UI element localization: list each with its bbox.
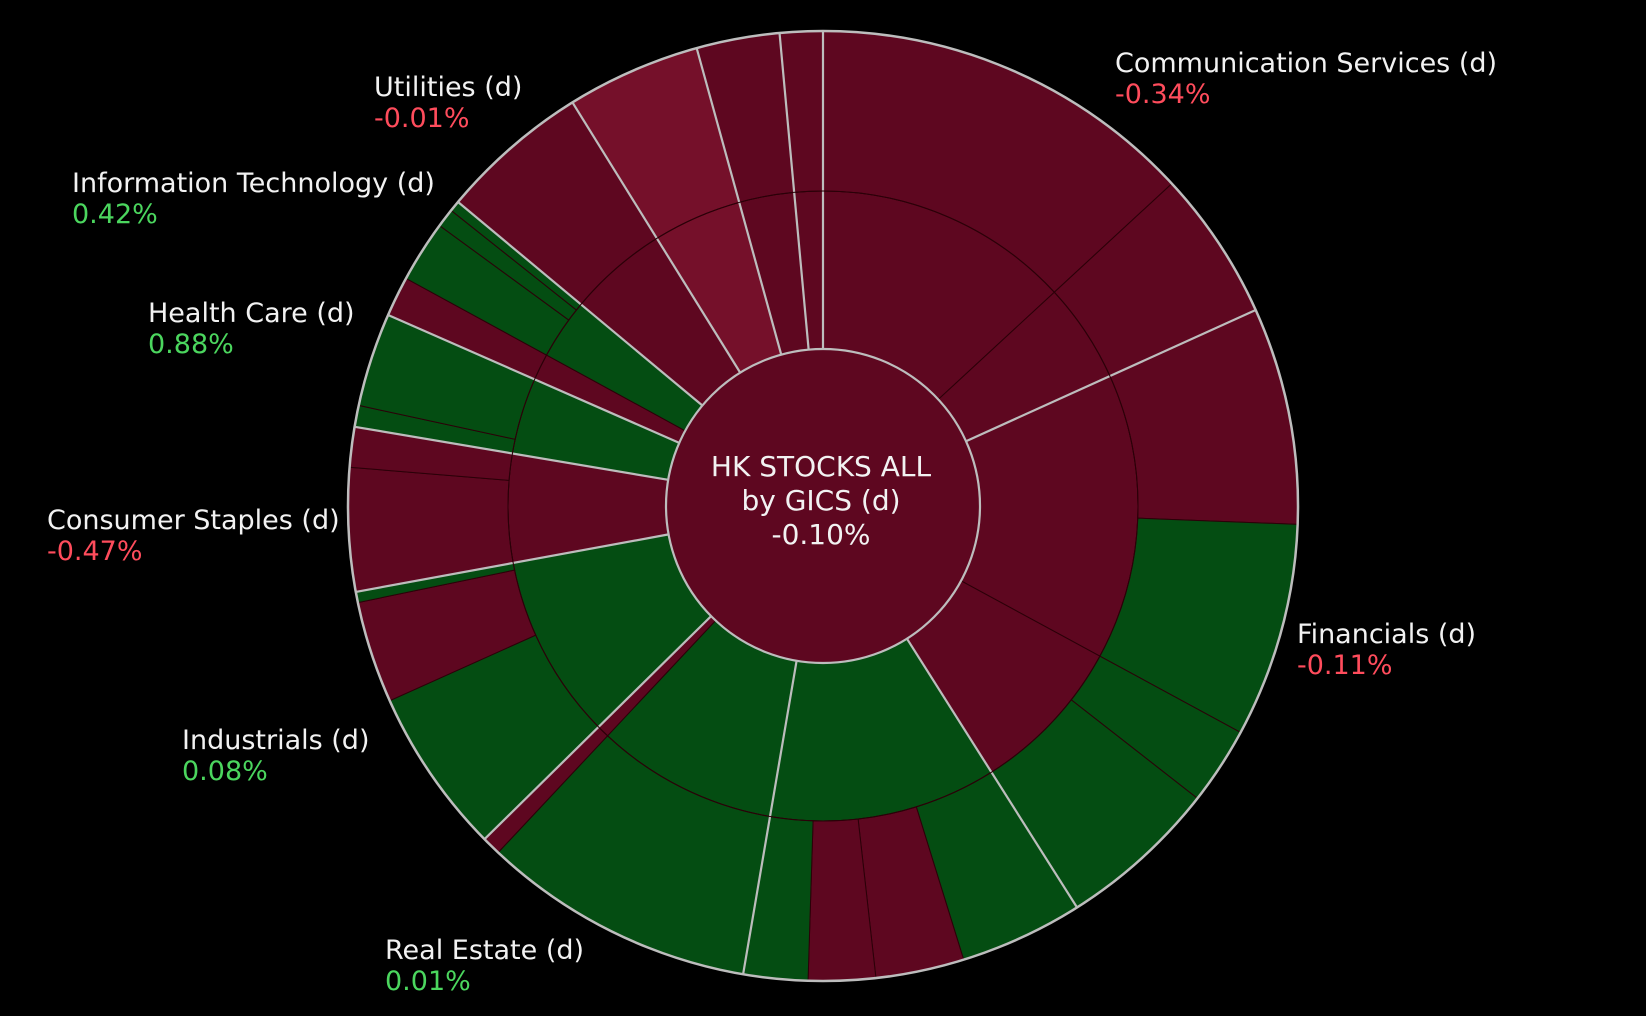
sector-divider — [354, 425, 669, 481]
outer-ring-outline — [346, 29, 1300, 983]
label-name: Health Care (d) — [148, 298, 355, 329]
label-change: -0.11% — [1297, 650, 1393, 681]
label-communication-services: Communication Services (d) -0.34% — [1115, 48, 1497, 110]
label-change: 0.08% — [182, 756, 268, 787]
center-disc — [664, 347, 982, 665]
label-name: Information Technology (d) — [72, 168, 435, 199]
label-health-care: Health Care (d) 0.88% — [148, 298, 355, 360]
label-name: Communication Services (d) — [1115, 48, 1498, 79]
label-name: Consumer Staples (d) — [47, 505, 340, 536]
center-change: -0.10% — [771, 518, 871, 551]
sector-divider — [483, 615, 712, 841]
label-industrials: Industrials (d) 0.08% — [182, 725, 369, 787]
label-information-technology: Information Technology (d) 0.42% — [72, 168, 435, 230]
label-real-estate: Real Estate (d) 0.01% — [385, 935, 584, 997]
center-title-line2: by GICS (d) — [741, 484, 901, 517]
label-utilities: Utilities (d) -0.01% — [374, 72, 522, 134]
label-name: Utilities (d) — [374, 72, 523, 103]
sector-divider — [571, 101, 742, 374]
label-change: -0.47% — [47, 536, 143, 567]
sector-divider — [355, 533, 669, 593]
label-change: 0.42% — [72, 199, 158, 230]
center-label: HK STOCKS ALL by GICS (d) -0.10% — [621, 450, 1021, 552]
sector-divider — [457, 201, 704, 407]
cluster-divider — [778, 32, 810, 350]
label-change: -0.34% — [1115, 79, 1211, 110]
sector-divider — [965, 309, 1257, 443]
label-financials: Financials (d) -0.11% — [1297, 619, 1476, 681]
label-change: 0.01% — [385, 966, 471, 997]
label-change: 0.88% — [148, 329, 234, 360]
center-title-line1: HK STOCKS ALL — [710, 450, 932, 483]
middle-ring-boundary — [507, 190, 1139, 822]
label-consumer-staples: Consumer Staples (d) -0.47% — [47, 505, 340, 567]
label-name: Financials (d) — [1297, 619, 1477, 650]
label-change: -0.01% — [374, 103, 470, 134]
sector-divider — [906, 638, 1078, 908]
sector-divider — [387, 313, 680, 444]
sector-divider — [742, 660, 798, 975]
label-name: Industrials (d) — [182, 725, 370, 756]
label-name: Real Estate (d) — [385, 935, 585, 966]
cluster-divider — [695, 47, 783, 355]
